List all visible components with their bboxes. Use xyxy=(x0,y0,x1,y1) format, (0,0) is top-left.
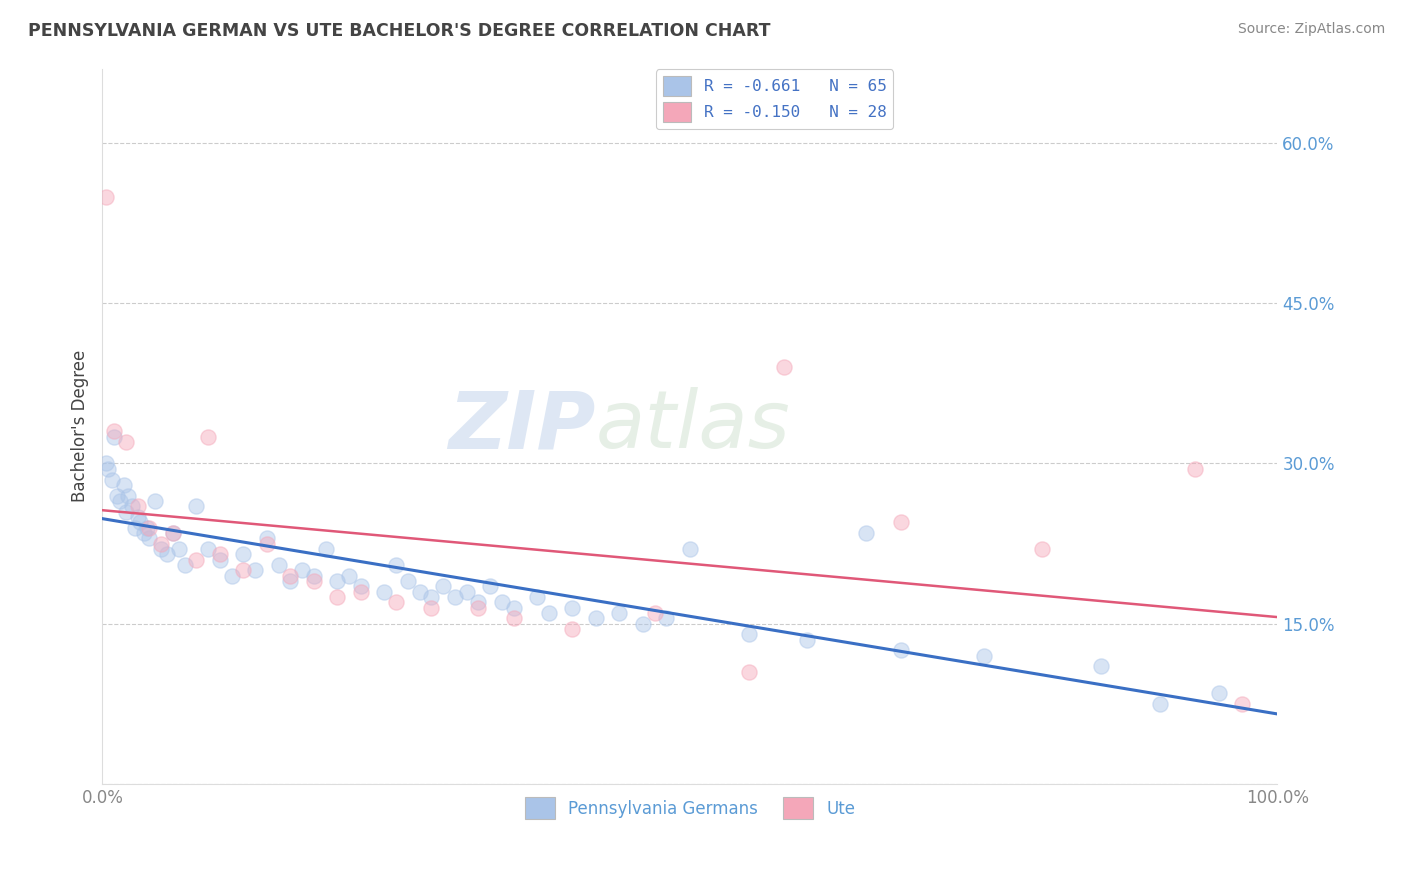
Point xyxy=(173,558,195,572)
Point xyxy=(491,595,513,609)
Point xyxy=(208,547,231,561)
Point xyxy=(121,499,143,513)
Point xyxy=(444,590,467,604)
Point xyxy=(655,611,678,625)
Point xyxy=(167,541,190,556)
Point xyxy=(267,558,290,572)
Point xyxy=(479,579,502,593)
Point xyxy=(150,541,173,556)
Point xyxy=(631,616,654,631)
Point xyxy=(232,547,254,561)
Point xyxy=(890,643,912,657)
Point xyxy=(280,574,302,588)
Point xyxy=(1149,697,1171,711)
Point xyxy=(108,493,131,508)
Point xyxy=(1184,462,1206,476)
Point xyxy=(280,568,302,582)
Point xyxy=(150,536,173,550)
Point xyxy=(420,590,443,604)
Point xyxy=(350,579,373,593)
Point xyxy=(396,574,419,588)
Point xyxy=(115,504,138,518)
Point xyxy=(526,590,548,604)
Point xyxy=(502,611,524,625)
Point xyxy=(97,462,120,476)
Point xyxy=(408,584,430,599)
Point xyxy=(561,600,583,615)
Point xyxy=(737,627,759,641)
Point xyxy=(103,430,125,444)
Point xyxy=(537,606,560,620)
Point xyxy=(326,590,349,604)
Point xyxy=(127,509,149,524)
Point xyxy=(1230,697,1253,711)
Point xyxy=(162,525,184,540)
Point xyxy=(101,473,124,487)
Point xyxy=(103,425,125,439)
Text: atlas: atlas xyxy=(596,387,790,465)
Point xyxy=(1208,686,1230,700)
Point xyxy=(115,435,138,450)
Text: ZIP: ZIP xyxy=(449,387,596,465)
Point xyxy=(467,600,489,615)
Point xyxy=(162,525,184,540)
Point xyxy=(232,563,254,577)
Point xyxy=(138,531,160,545)
Point xyxy=(197,430,219,444)
Point xyxy=(221,568,243,582)
Point xyxy=(315,541,337,556)
Point xyxy=(679,541,702,556)
Point xyxy=(773,360,796,375)
Point xyxy=(467,595,489,609)
Point xyxy=(105,489,128,503)
Point xyxy=(420,600,443,615)
Point xyxy=(855,525,877,540)
Point xyxy=(124,520,146,534)
Point xyxy=(456,584,478,599)
Point xyxy=(243,563,266,577)
Point xyxy=(973,648,995,663)
Point xyxy=(302,574,325,588)
Point xyxy=(138,520,160,534)
Point xyxy=(1090,659,1112,673)
Point xyxy=(350,584,373,599)
Point xyxy=(197,541,219,556)
Point xyxy=(117,489,139,503)
Point xyxy=(502,600,524,615)
Point xyxy=(385,595,408,609)
Point xyxy=(132,525,155,540)
Point xyxy=(256,531,278,545)
Point xyxy=(737,665,759,679)
Point xyxy=(585,611,607,625)
Point xyxy=(186,499,208,513)
Point xyxy=(326,574,349,588)
Legend: Pennsylvania Germans, Ute: Pennsylvania Germans, Ute xyxy=(517,790,862,825)
Point xyxy=(112,478,135,492)
Point xyxy=(208,552,231,566)
Point xyxy=(373,584,395,599)
Point xyxy=(644,606,666,620)
Point xyxy=(796,632,818,647)
Point xyxy=(256,536,278,550)
Text: PENNSYLVANIA GERMAN VS UTE BACHELOR'S DEGREE CORRELATION CHART: PENNSYLVANIA GERMAN VS UTE BACHELOR'S DE… xyxy=(28,22,770,40)
Point xyxy=(94,457,117,471)
Point xyxy=(1031,541,1053,556)
Point xyxy=(385,558,408,572)
Point xyxy=(94,189,117,203)
Text: Source: ZipAtlas.com: Source: ZipAtlas.com xyxy=(1237,22,1385,37)
Point xyxy=(337,568,360,582)
Point xyxy=(136,520,159,534)
Point xyxy=(143,493,166,508)
Point xyxy=(890,515,912,529)
Point xyxy=(561,622,583,636)
Point xyxy=(186,552,208,566)
Point xyxy=(156,547,179,561)
Point xyxy=(291,563,314,577)
Y-axis label: Bachelor's Degree: Bachelor's Degree xyxy=(72,350,89,502)
Point xyxy=(129,515,152,529)
Point xyxy=(127,499,149,513)
Point xyxy=(432,579,454,593)
Point xyxy=(302,568,325,582)
Point xyxy=(609,606,631,620)
